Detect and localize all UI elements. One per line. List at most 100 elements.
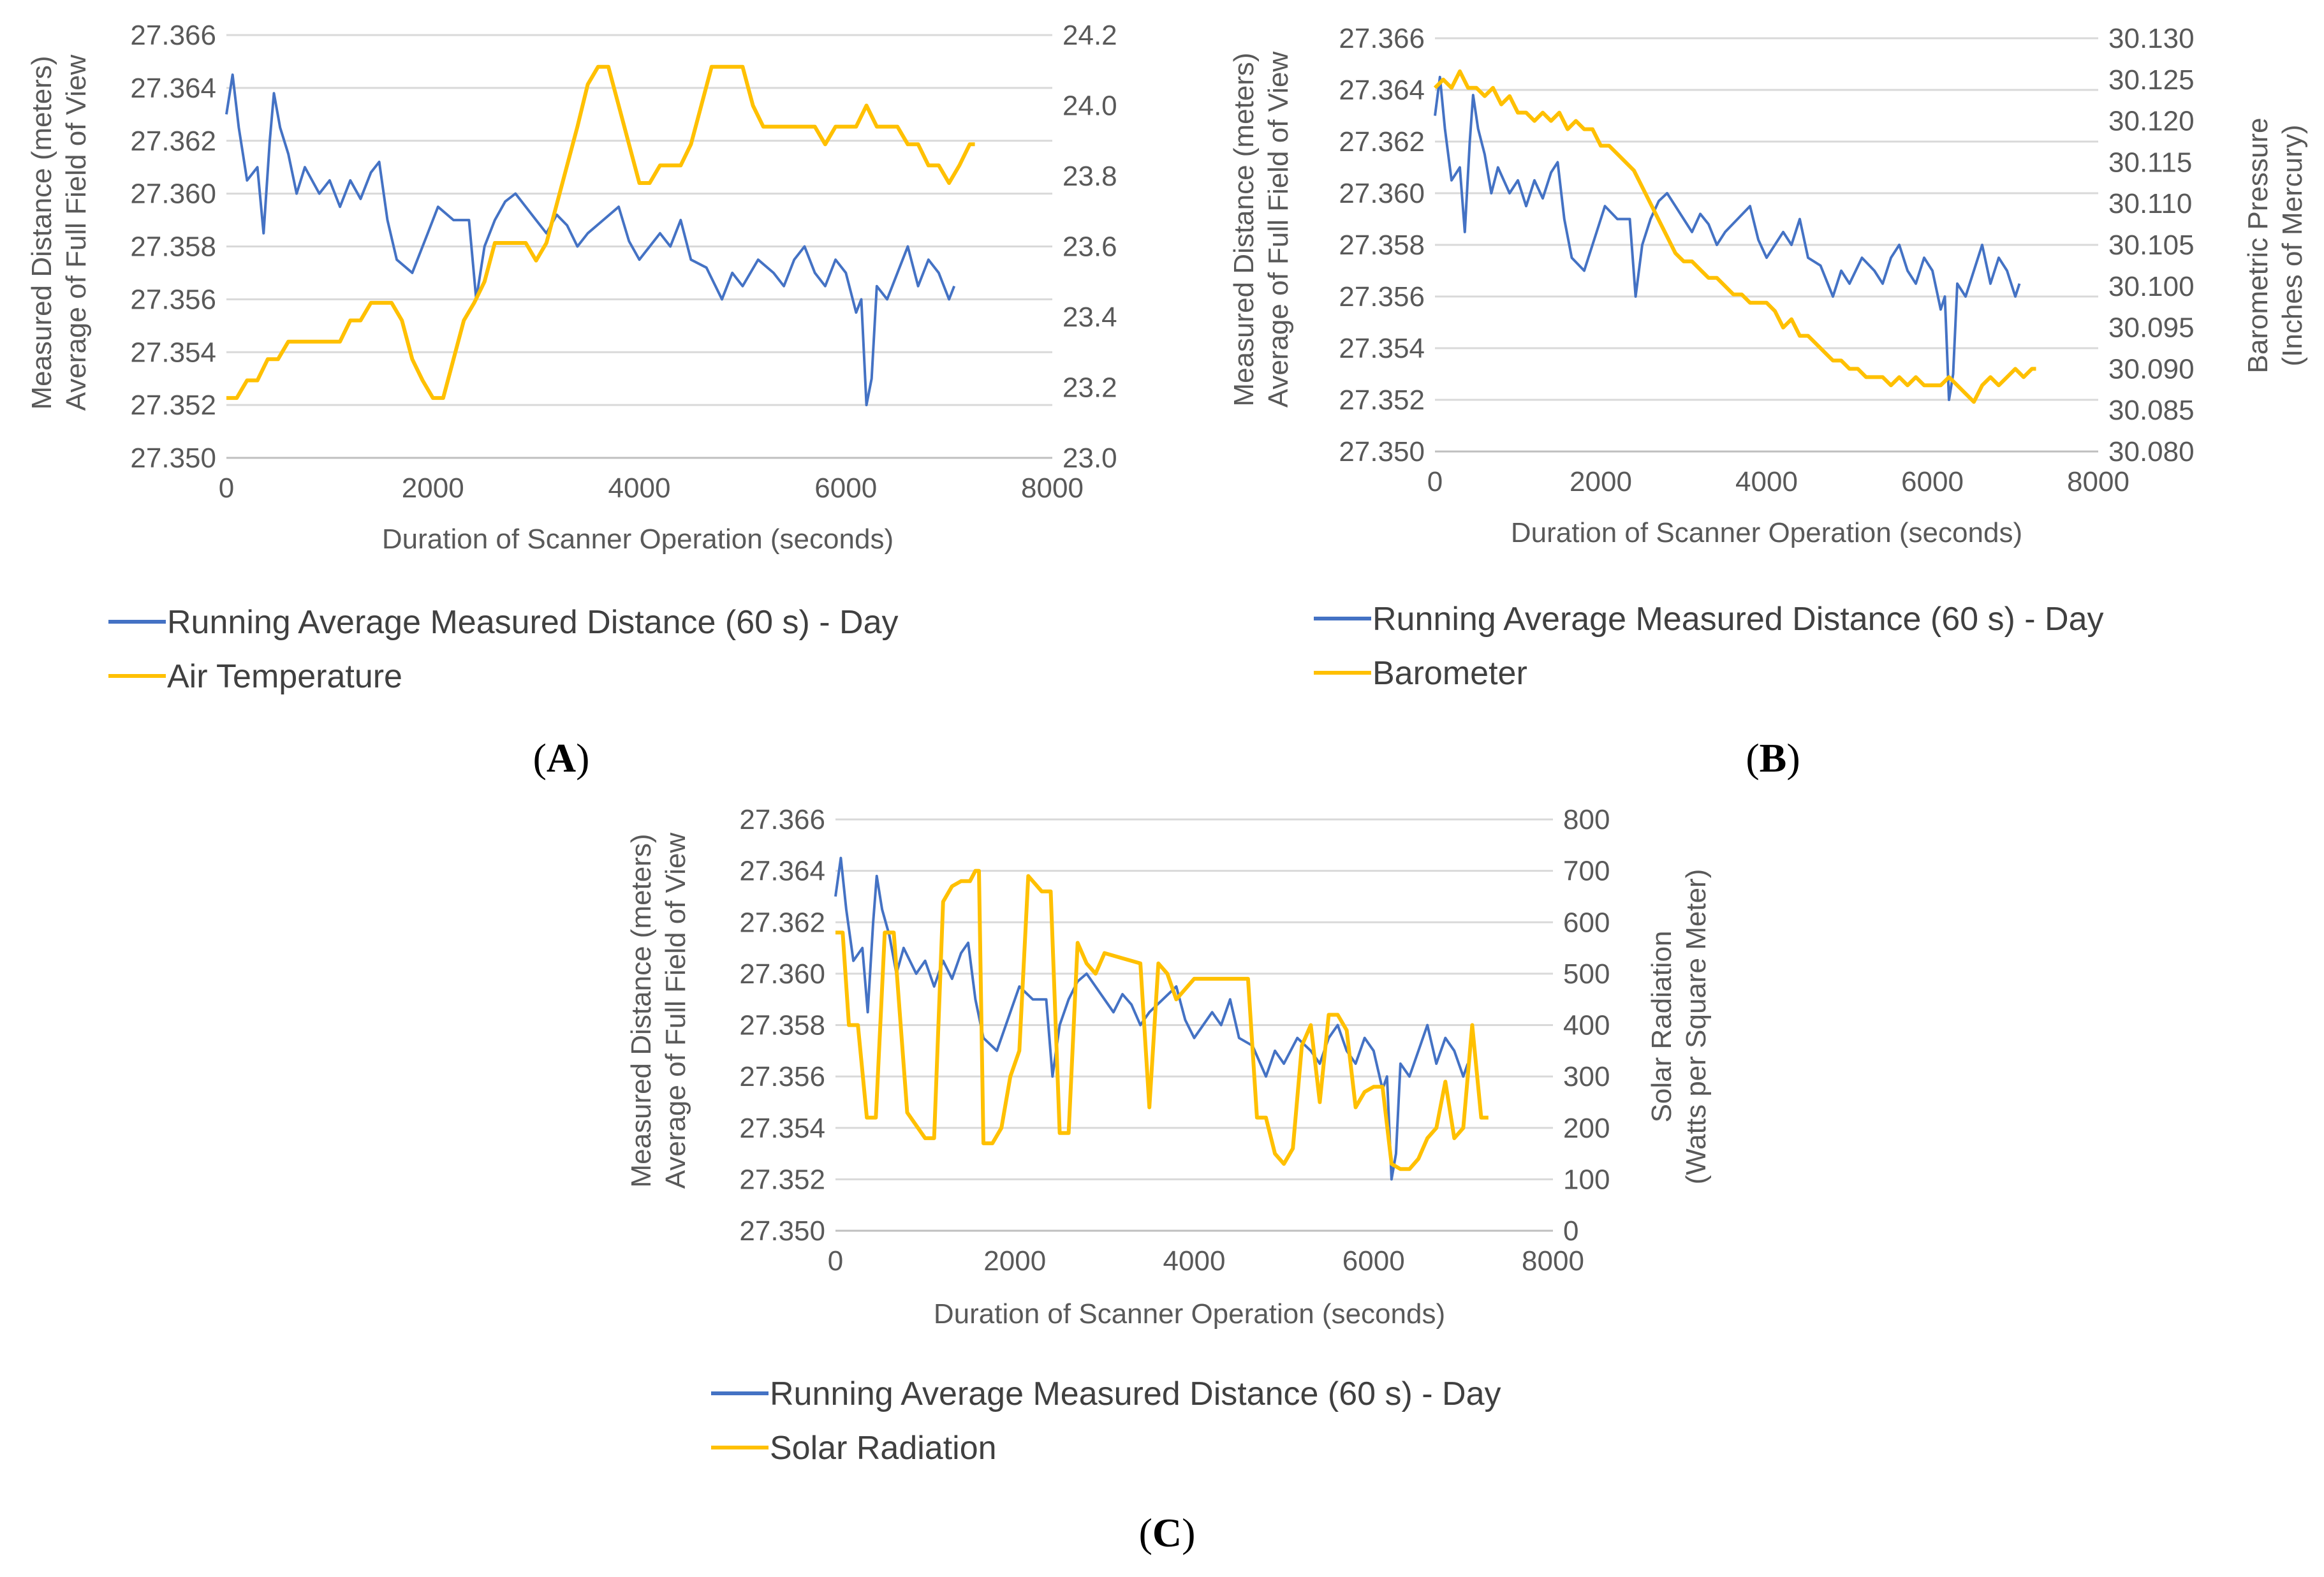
panel-a-legend-label-distance: Running Average Measured Distance (60 s)… [167, 604, 899, 641]
panel-b-y-tick-label: 27.360 [1339, 178, 1425, 209]
panel-a-series-secondary-line [226, 64, 975, 400]
panel-a-y-tick-label: 27.358 [130, 231, 216, 263]
panel-c-y2-tick-label: 500 [1563, 958, 1610, 990]
panel-c-y2-axis-title-line2: (Watts per Square Meter) [1680, 869, 1712, 1185]
panel-c-y2-tick-label: 800 [1563, 804, 1610, 835]
panel-a-x-tick-label: 8000 [1021, 473, 1084, 504]
panel-c-series-distance-line [834, 856, 1469, 1181]
panel-b-y-tick-label: 27.364 [1339, 75, 1425, 106]
panel-a-y-tick-label: 27.354 [130, 337, 216, 368]
panel-c-x-tick-label: 2000 [983, 1245, 1046, 1277]
panel-a-y2-tick-label: 23.0 [1063, 443, 1117, 474]
panel-c-y2-tick-label: 700 [1563, 856, 1610, 887]
panel-a-y-tick-label: 27.362 [130, 126, 216, 157]
panel-a-y-tick-label: 27.352 [130, 390, 216, 421]
panel-a-y-tick-label: 27.360 [130, 179, 216, 210]
panel-a-left-axis-ticks: 27.350 27.352 27.354 27.356 27.358 27.360 27.3… [130, 20, 216, 474]
panel-b-gridlines [1435, 37, 2098, 453]
panel-c-y-axis-title-line2: Average of Full Field of View [660, 833, 691, 1189]
panel-c-y-axis-title-line1: Measured Distance (meters) [626, 833, 657, 1187]
panel-c-right-axis-ticks: 0 100 200 300 400 500 600 700 800 [1563, 804, 1610, 1247]
panel-c-y-tick-label: 27.362 [739, 907, 825, 938]
panel-c-y2-tick-label: 400 [1563, 1010, 1610, 1041]
panel-a-legend: Running Average Measured Distance (60 s)… [108, 604, 899, 695]
panel-b-label: (B) [1746, 735, 1800, 781]
panel-c-y-tick-label: 27.358 [739, 1010, 825, 1041]
panel-b-series [1433, 69, 2036, 404]
panel-c-chart: 27.350 27.352 27.354 27.356 27.358 27.360 27.3… [626, 804, 1712, 1555]
panel-c-y2-tick-label: 100 [1563, 1164, 1610, 1195]
panel-b-y2-axis-title-line1: Barometric Pressure [2242, 117, 2274, 373]
panel-c-label: (C) [1139, 1510, 1196, 1555]
panel-b-x-tick-label: 8000 [2067, 466, 2129, 497]
panel-c-x-axis-title: Duration of Scanner Operation (seconds) [934, 1298, 1445, 1330]
panel-c-label-letter: C [1152, 1510, 1182, 1555]
panel-b-y2-tick-label: 30.115 [2108, 147, 2192, 178]
panel-b-series-distance-line [1434, 75, 2021, 401]
panel-b-x-tick-label: 4000 [1735, 466, 1798, 497]
panel-b-y-tick-label: 27.362 [1339, 126, 1425, 158]
panel-a-y2-tick-label: 24.2 [1063, 20, 1117, 51]
panel-a-y2-tick-label: 24.0 [1063, 91, 1117, 122]
panel-c-y2-tick-label: 600 [1563, 907, 1610, 938]
panel-b-y-axis-title-line2: Average of Full Field of View [1263, 52, 1294, 408]
panel-c-y-tick-label: 27.364 [739, 856, 825, 887]
panel-a-right-axis-ticks: 23.0 23.2 23.4 23.6 23.8 24.0 24.2 [1063, 20, 1117, 474]
panel-a-y-axis-title-line1: Measured Distance (meters) [26, 55, 57, 409]
panel-b-x-tick-label: 0 [1427, 466, 1443, 497]
panel-c-series [834, 856, 1489, 1181]
panel-c-x-tick-label: 0 [828, 1245, 843, 1277]
panel-c-gridlines [835, 818, 1553, 1232]
panel-b-y-tick-label: 27.352 [1339, 385, 1425, 416]
panel-b-y2-tick-label: 30.085 [2108, 395, 2195, 426]
panel-b-x-axis-ticks: 0 2000 4000 6000 8000 [1427, 466, 2129, 497]
panel-c-y-tick-label: 27.350 [739, 1215, 825, 1247]
panel-c-x-tick-label: 6000 [1342, 1245, 1405, 1277]
panel-b-right-axis-ticks: 30.080 30.085 30.090 30.095 30.100 30.105 30.1… [2108, 23, 2195, 467]
panel-a-label-letter: A [547, 735, 576, 781]
panel-c-legend-label-distance: Running Average Measured Distance (60 s)… [770, 1375, 1501, 1412]
panel-c-x-axis-ticks: 0 2000 4000 6000 8000 [828, 1245, 1584, 1277]
panel-b-chart: 27.350 27.352 27.354 27.356 27.358 27.360 27.3… [1228, 23, 2308, 781]
panel-a-y-axis-title: Measured Distance (meters) Average of Fu… [26, 55, 92, 411]
panel-c-y-tick-label: 27.354 [739, 1113, 825, 1144]
panel-c-legend: Running Average Measured Distance (60 s)… [711, 1375, 1501, 1467]
panel-c-legend-label-solar: Solar Radiation [770, 1430, 997, 1467]
panel-a-series [225, 64, 975, 407]
panel-c-y2-tick-label: 200 [1563, 1113, 1610, 1144]
panel-a-y-tick-label: 27.364 [130, 73, 216, 104]
panel-b-label-letter: B [1760, 735, 1787, 781]
panel-a-y-tick-label: 27.350 [130, 443, 216, 474]
panel-b-y2-tick-label: 30.090 [2108, 353, 2195, 385]
panel-b-y2-tick-label: 30.120 [2108, 106, 2195, 137]
panel-b-left-axis-ticks: 27.350 27.352 27.354 27.356 27.358 27.360 27.3… [1339, 23, 1425, 467]
panel-c-y2-tick-label: 0 [1563, 1215, 1578, 1247]
panel-a-x-tick-label: 2000 [402, 473, 464, 504]
panel-c-y-tick-label: 27.360 [739, 958, 825, 990]
panel-b-y2-axis-title: Barometric Pressure (Inches of Mercury) [2242, 117, 2308, 373]
panel-b-y2-tick-label: 30.095 [2108, 312, 2195, 344]
panel-b-y2-tick-label: 30.125 [2108, 64, 2195, 96]
panel-b-y2-tick-label: 30.105 [2108, 230, 2195, 261]
panel-b-y-tick-label: 27.358 [1339, 230, 1425, 261]
panel-b-series-secondary-line [1433, 69, 2036, 404]
panel-a-y-axis-title-line2: Average of Full Field of View [61, 55, 92, 411]
panel-a-y2-tick-label: 23.6 [1063, 231, 1117, 263]
panel-b-x-tick-label: 2000 [1570, 466, 1632, 497]
panel-c-x-tick-label: 8000 [1522, 1245, 1584, 1277]
panel-a-x-tick-label: 0 [219, 473, 234, 504]
panel-b-y-tick-label: 27.354 [1339, 333, 1425, 364]
panel-b-y-tick-label: 27.366 [1339, 23, 1425, 54]
panel-c-y2-axis-title: Solar Radiation (Watts per Square Meter) [1646, 869, 1712, 1185]
panel-b-y2-tick-label: 30.100 [2108, 271, 2195, 302]
panel-a-y2-tick-label: 23.8 [1063, 161, 1117, 192]
panel-a-gridlines [226, 34, 1052, 459]
panel-b-y2-tick-label: 30.110 [2108, 188, 2192, 219]
panel-a-x-axis-title: Duration of Scanner Operation (seconds) [382, 524, 894, 555]
panel-a-series-distance-line [225, 73, 956, 407]
panel-b-x-tick-label: 6000 [1901, 466, 1964, 497]
panel-a-chart: 27.350 27.352 27.354 27.356 27.358 27.360 27.3… [26, 20, 1117, 781]
panel-a-y-tick-label: 27.366 [130, 20, 216, 51]
panel-c-y-tick-label: 27.352 [739, 1164, 825, 1195]
